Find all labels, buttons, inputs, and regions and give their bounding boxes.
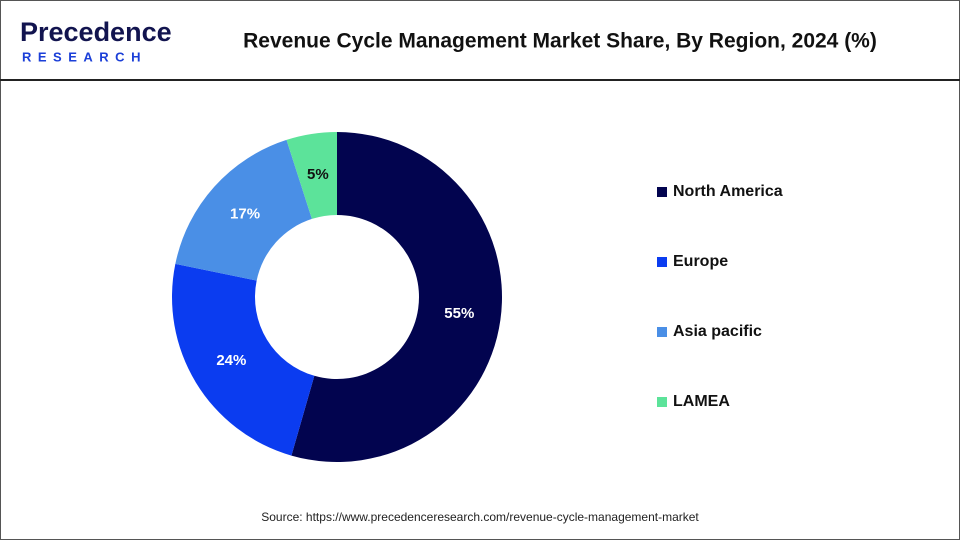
donut-segment [175,139,312,281]
legend-swatch [657,397,667,407]
donut-segment [286,132,337,219]
legend-label: Europe [673,253,728,270]
legend-label: North America [673,183,783,200]
source: Source: https://www.precedenceresearch.c… [261,510,699,524]
legend-swatch [657,257,667,267]
logo-bottom: RESEARCH [22,49,147,64]
donut-segment [171,263,315,456]
legend-label: Asia pacific [673,323,762,340]
legend-swatch [657,187,667,197]
chart-title: Revenue Cycle Management Market Share, B… [243,30,877,53]
logo-top: Precedence [20,17,172,47]
legend-swatch [657,327,667,337]
donut-segment [291,132,503,462]
data-label: 55% [444,305,474,322]
data-label: 17% [230,206,260,223]
data-label: 5% [307,166,329,183]
data-label: 24% [216,352,246,369]
legend-label: LAMEA [673,393,730,410]
